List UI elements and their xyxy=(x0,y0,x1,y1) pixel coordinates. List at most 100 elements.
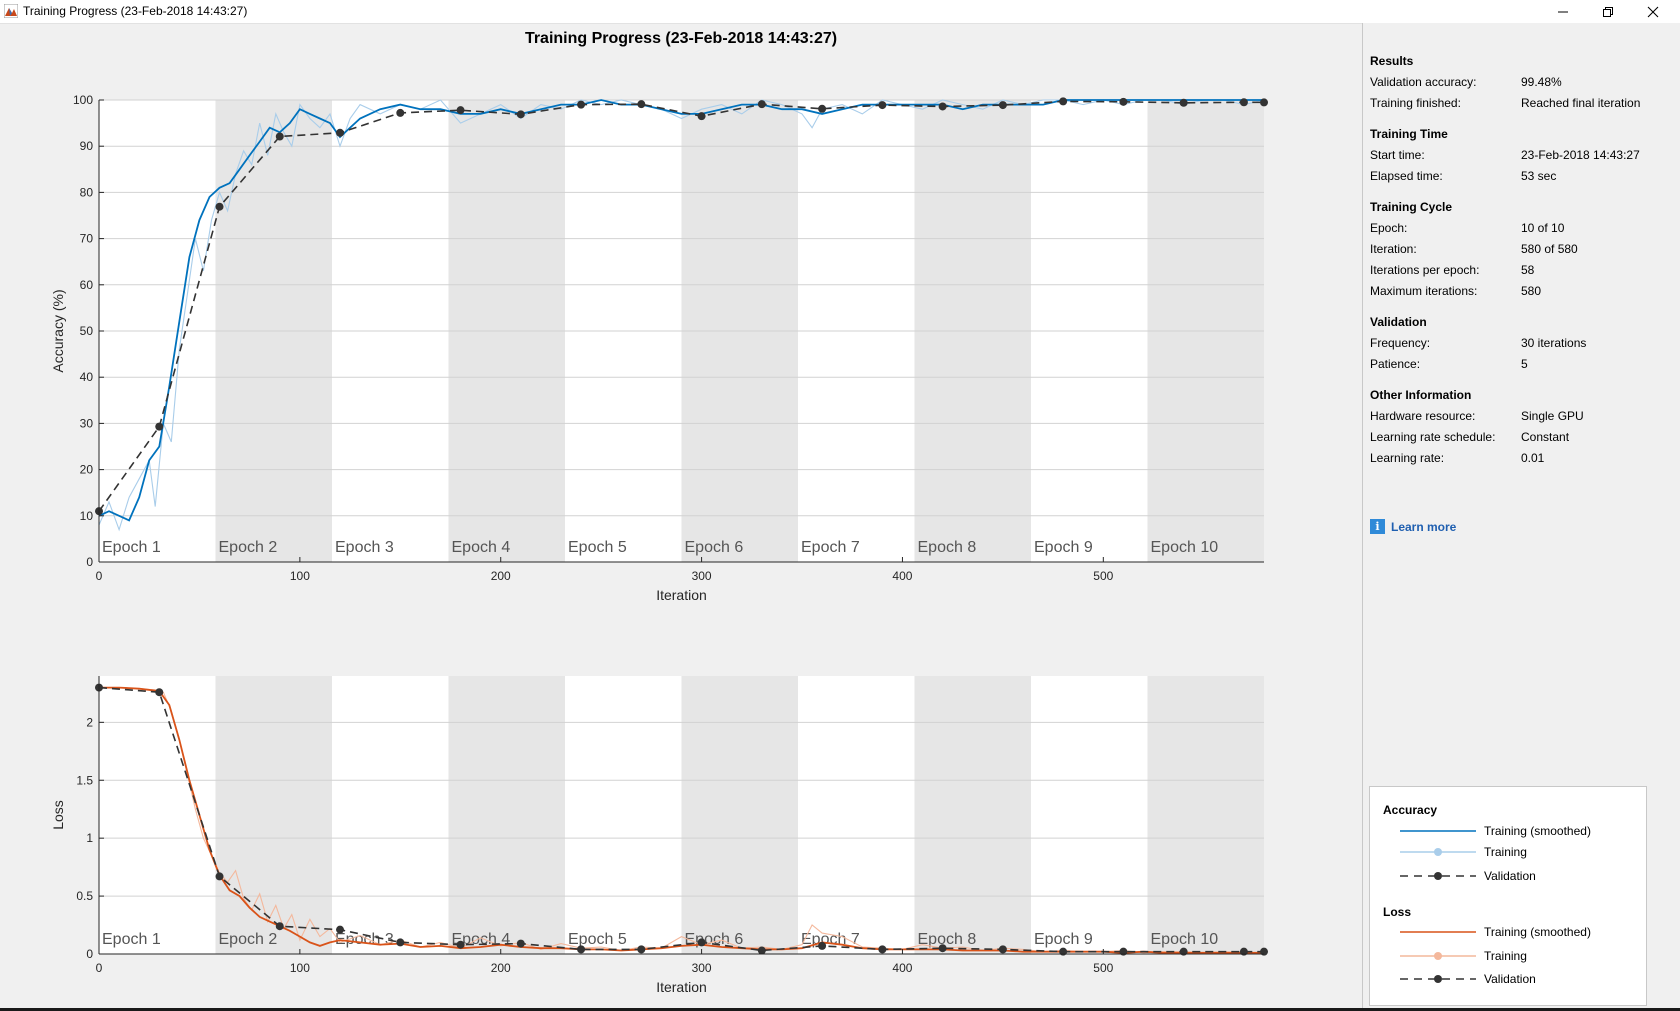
loss-epoch-band-10 xyxy=(1147,676,1264,954)
accuracy-epoch-label-9: Epoch 9 xyxy=(1034,539,1093,556)
loss-epoch-band-2 xyxy=(215,676,332,954)
loss-y-axis-label: Loss xyxy=(50,800,66,830)
close-icon xyxy=(1647,6,1658,17)
legend-loss-training-line xyxy=(1400,952,1476,960)
validation-heading: Validation xyxy=(1370,315,1427,329)
accuracy-epoch-label-10: Epoch 10 xyxy=(1151,539,1219,556)
other-information-heading: Other Information xyxy=(1370,388,1472,402)
patience-row: Patience: 5 xyxy=(1370,354,1680,375)
legend-loss-heading: Loss xyxy=(1383,905,1412,919)
hardware-resource-value: Single GPU xyxy=(1521,409,1584,423)
accuracy-validation-point xyxy=(1239,98,1248,107)
close-button[interactable] xyxy=(1630,0,1675,23)
loss-epoch-label-8: Epoch 8 xyxy=(918,931,977,948)
learning-rate-value: 0.01 xyxy=(1521,451,1545,465)
legend-loss-smoothed-line xyxy=(1400,931,1476,933)
accuracy-y-axis-label: Accuracy (%) xyxy=(50,289,66,372)
maximum-iterations-label: Maximum iterations: xyxy=(1370,284,1478,298)
loss-epoch-band-7 xyxy=(798,676,915,954)
loss-epoch-label-1: Epoch 1 xyxy=(102,931,161,948)
loss-validation-point xyxy=(998,945,1007,954)
accuracy-epoch-label-5: Epoch 5 xyxy=(568,539,627,556)
loss-smoothed-line xyxy=(99,686,1264,954)
loss-y-tick-label: 1 xyxy=(86,831,93,845)
start-time-row: Start time: 23-Feb-2018 14:43:27 xyxy=(1370,145,1680,166)
learning-rate-schedule-label: Learning rate schedule: xyxy=(1370,430,1496,444)
accuracy-x-axis-label: Iteration xyxy=(656,587,707,603)
legend-loss-validation-label: Validation xyxy=(1484,972,1536,986)
loss-epoch-label-9: Epoch 9 xyxy=(1034,931,1093,948)
accuracy-y-tick-label: 0 xyxy=(86,555,93,569)
accuracy-epoch-label-7: Epoch 7 xyxy=(801,539,860,556)
loss-epoch-band-9 xyxy=(1031,676,1148,954)
loss-epoch-label-3: Epoch 3 xyxy=(335,931,394,948)
accuracy-x-tick-label: 300 xyxy=(692,569,712,583)
loss-epoch-label-2: Epoch 2 xyxy=(219,931,278,948)
loss-validation-point xyxy=(938,944,947,953)
accuracy-x-tick-label: 400 xyxy=(892,569,912,583)
learning-rate-schedule-row: Learning rate schedule: Constant xyxy=(1370,427,1680,448)
training-finished-value: Reached final iteration xyxy=(1521,96,1641,110)
learning-rate-label: Learning rate: xyxy=(1370,451,1445,465)
accuracy-validation-point xyxy=(456,106,465,115)
legend-accuracy-validation-label: Validation xyxy=(1484,869,1536,883)
frequency-value: 30 iterations xyxy=(1521,336,1587,350)
loss-x-tick-label: 100 xyxy=(290,961,310,975)
epoch-row: Epoch: 10 of 10 xyxy=(1370,218,1680,239)
loss-axes: Epoch 1 Epoch 2 Epoch 3 Epoch 4 Epoch 5 Epoch… xyxy=(50,676,1268,995)
accuracy-x-tick-label: 500 xyxy=(1093,569,1113,583)
loss-epoch-band-3 xyxy=(332,676,449,954)
loss-x-tick-label: 500 xyxy=(1093,961,1113,975)
learning-rate-schedule-value: Constant xyxy=(1521,430,1570,444)
training-cycle-heading: Training Cycle xyxy=(1370,200,1453,214)
hardware-resource-label: Hardware resource: xyxy=(1370,409,1476,423)
legend-accuracy-validation-line xyxy=(1400,872,1476,880)
legend-accuracy-training-line xyxy=(1400,848,1476,856)
matlab-app-icon xyxy=(4,4,18,18)
restore-icon xyxy=(1602,6,1613,17)
accuracy-epoch-label-2: Epoch 2 xyxy=(219,539,278,556)
accuracy-validation-point xyxy=(757,100,766,109)
accuracy-validation-point xyxy=(938,102,947,111)
loss-validation-point xyxy=(155,688,164,697)
restore-button[interactable] xyxy=(1585,0,1630,23)
loss-epoch-label-5: Epoch 5 xyxy=(568,931,627,948)
legend-accuracy-heading: Accuracy xyxy=(1383,803,1438,817)
accuracy-validation-point xyxy=(637,100,646,109)
legend-loss-validation-line xyxy=(1400,975,1476,983)
loss-validation-point xyxy=(697,938,706,947)
accuracy-y-tick-label: 60 xyxy=(80,278,94,292)
hardware-resource-row: Hardware resource: Single GPU xyxy=(1370,406,1680,427)
accuracy-validation-point xyxy=(336,128,345,137)
accuracy-validation-point xyxy=(215,202,224,211)
accuracy-validation-point xyxy=(577,100,586,109)
loss-validation-point xyxy=(215,872,224,881)
loss-validation-point xyxy=(757,946,766,955)
minimize-button[interactable] xyxy=(1540,0,1585,23)
loss-validation-point xyxy=(818,941,827,950)
info-panel: Results Validation accuracy: 99.48% Trai… xyxy=(1362,23,1680,1008)
accuracy-raw-line xyxy=(98,99,1265,532)
accuracy-validation-point xyxy=(1119,97,1128,106)
loss-x-tick-label: 200 xyxy=(491,961,511,975)
training-finished-label: Training finished: xyxy=(1370,96,1461,110)
training-progress-plots: Training Progress (23-Feb-2018 14:43:27)… xyxy=(50,30,1268,995)
learn-more-link[interactable]: i Learn more xyxy=(1370,519,1456,534)
accuracy-validation-point xyxy=(1260,98,1268,107)
results-heading: Results xyxy=(1370,54,1414,68)
accuracy-validation-point xyxy=(818,104,827,113)
accuracy-y-tick-label: 90 xyxy=(80,139,94,153)
accuracy-validation-point xyxy=(516,110,525,119)
training-cycle-section: Training Cycle Epoch: 10 of 10 Iteration… xyxy=(1370,197,1680,302)
loss-epoch-band-5 xyxy=(565,676,682,954)
plot-area: Training Progress (23-Feb-2018 14:43:27)… xyxy=(0,23,1362,1008)
accuracy-validation-point xyxy=(878,101,887,110)
legend-accuracy-smoothed-label: Training (smoothed) xyxy=(1484,824,1591,838)
elapsed-time-label: Elapsed time: xyxy=(1370,169,1443,183)
accuracy-epoch-label-4: Epoch 4 xyxy=(452,539,511,556)
results-section: Results Validation accuracy: 99.48% Trai… xyxy=(1370,51,1680,114)
loss-y-tick-label: 1.5 xyxy=(76,773,93,787)
loss-x-tick-label: 0 xyxy=(96,961,103,975)
epoch-value: 10 of 10 xyxy=(1521,221,1565,235)
title-bar[interactable]: Training Progress (23-Feb-2018 14:43:27) xyxy=(0,0,1680,24)
